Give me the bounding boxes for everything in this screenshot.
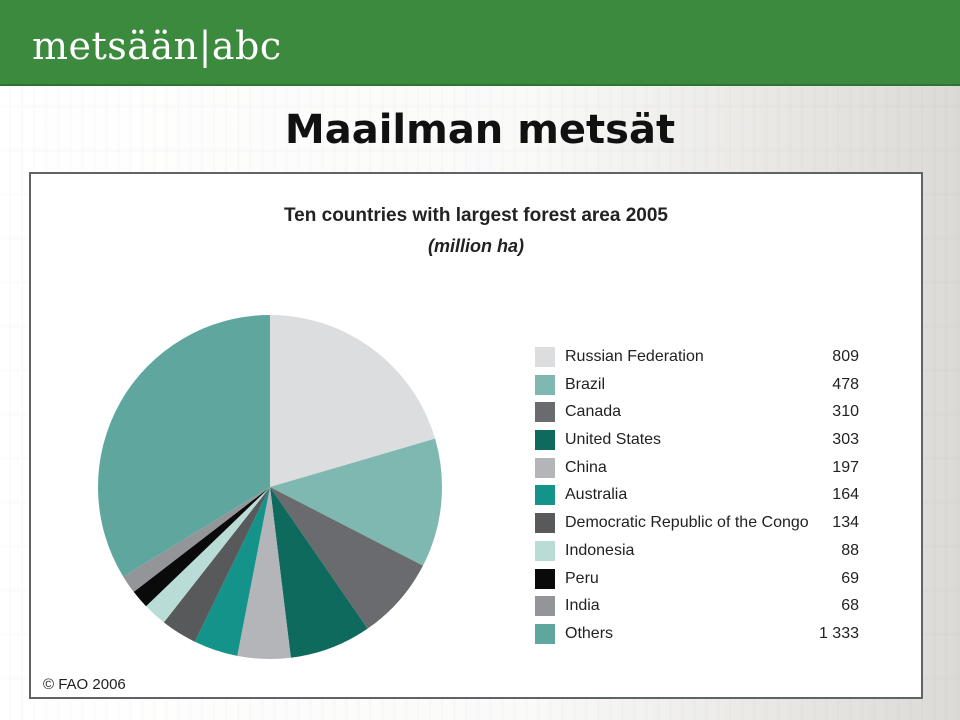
chart-frame: Ten countries with largest forest area 2… (29, 172, 923, 699)
pie-slice-peru (133, 487, 270, 607)
legend-item: Peru 69 (535, 568, 873, 596)
legend-item: India 68 (535, 595, 873, 623)
chart-title: Ten countries with largest forest area 2… (283, 205, 668, 226)
legend-swatch (535, 596, 555, 617)
legend-value: 88 (841, 541, 859, 559)
legend-item: United States 303 (535, 429, 873, 457)
legend-item: Democratic Republic of the Congo 134 (535, 512, 873, 540)
legend-label: China (565, 458, 607, 476)
legend-label: Indonesia (565, 541, 635, 559)
legend-item: Australia 164 (535, 484, 873, 512)
pie-slice-united-states (270, 487, 368, 658)
page-title: Maailman metsät (284, 107, 676, 153)
header-bar: metsään|abc (0, 0, 960, 86)
pie-slice-others (97, 315, 270, 577)
legend-label: Democratic Republic of the Congo (565, 514, 809, 532)
legend-swatch (535, 513, 555, 534)
legend-item: Others 1 333 (535, 623, 873, 651)
legend-value: 164 (832, 486, 859, 504)
pie-slice-australia (194, 487, 270, 656)
legend-value: 197 (832, 458, 859, 476)
chart-subtitle: (million ha) (428, 236, 524, 256)
chart-source: © FAO 2006 (43, 676, 126, 693)
pie-slice-democratic-republic-of-the-congo (163, 487, 270, 642)
legend-value: 68 (841, 597, 859, 615)
legend-value: 303 (832, 431, 859, 449)
legend-swatch (535, 568, 555, 589)
legend-swatch (535, 485, 555, 506)
legend-value: 310 (832, 403, 859, 421)
legend-swatch (535, 374, 555, 395)
legend-swatch (535, 402, 555, 423)
legend-swatch (535, 347, 555, 367)
legend-label: United States (565, 431, 662, 449)
legend-swatch (535, 457, 555, 478)
brand-logo[interactable]: metsään|abc (32, 24, 282, 68)
legend-value: 1 333 (818, 624, 859, 642)
legend-label: Others (565, 624, 614, 642)
legend-item: Canada 310 (535, 401, 873, 429)
pie-slice-brazil (270, 438, 443, 566)
pie-slice-china (237, 487, 291, 659)
pie-slice-canada (270, 487, 423, 629)
legend-item: Indonesia 88 (535, 540, 873, 568)
legend-swatch (535, 623, 555, 644)
legend-label: Australia (565, 486, 628, 504)
pie-slice-india (123, 487, 271, 592)
legend-value: 478 (832, 375, 859, 393)
legend-item: China 197 (535, 457, 873, 485)
legend-item: Brazil 478 (535, 374, 873, 402)
legend-value: 134 (832, 514, 859, 532)
legend-swatch (535, 430, 555, 451)
pie-slice-russian-federation (270, 315, 436, 487)
pie-chart (97, 315, 443, 659)
legend-value: 69 (841, 569, 859, 587)
legend-swatch (535, 540, 555, 561)
legend-value: 809 (832, 348, 859, 365)
legend-label: Russian Federation (565, 348, 704, 365)
pie-slice-indonesia (146, 487, 270, 623)
chart-legend: Russian Federation 809 Brazil 478 Canada 310 U… (535, 346, 873, 651)
legend-label: India (565, 597, 600, 615)
legend-item: Russian Federation 809 (535, 346, 873, 374)
legend-label: Brazil (565, 375, 606, 393)
legend-label: Canada (565, 403, 622, 421)
legend-label: Peru (565, 569, 599, 587)
